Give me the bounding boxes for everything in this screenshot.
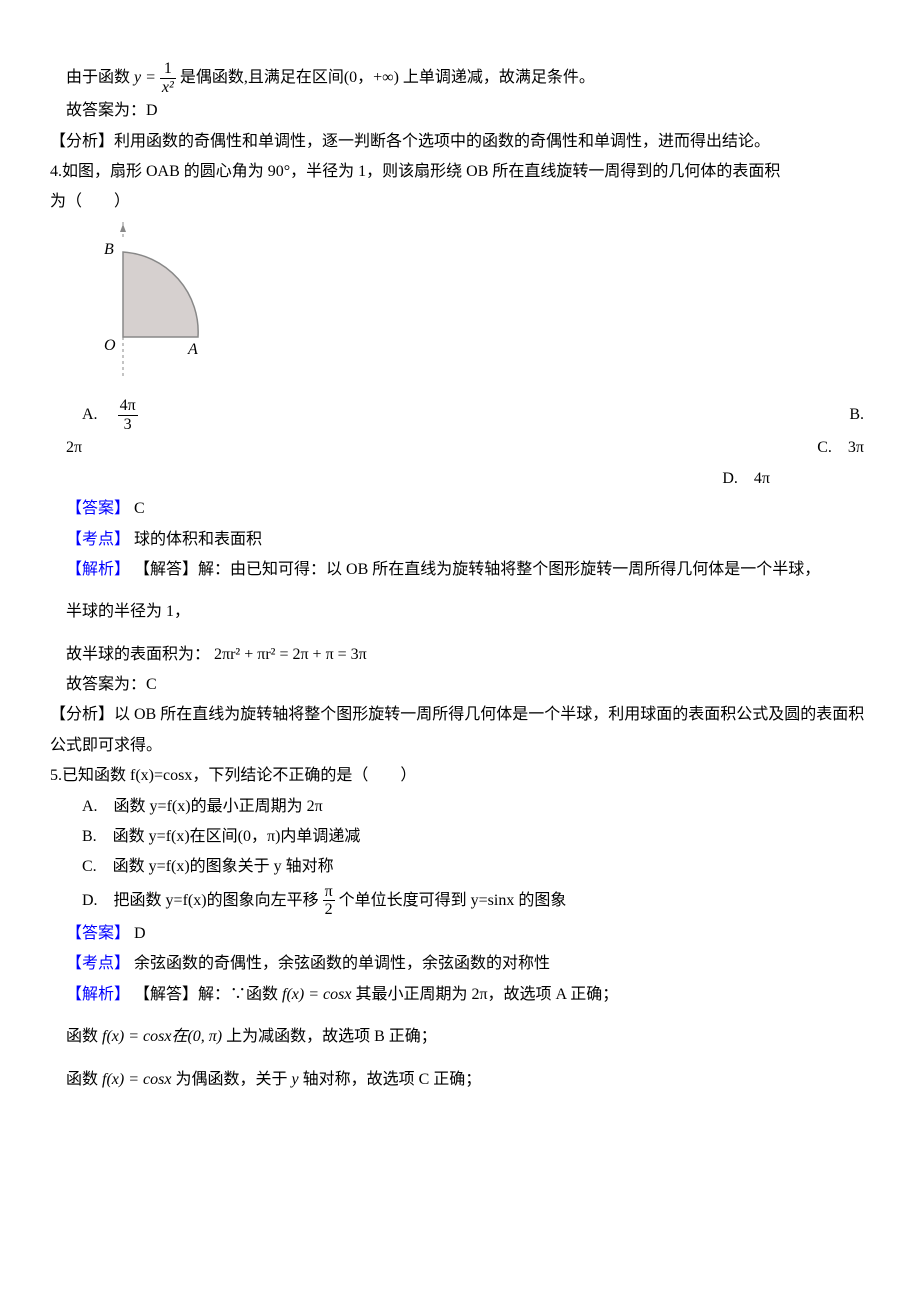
denominator: 2 [323,901,335,919]
opt-C: C. 3π [817,433,864,463]
jiexi-5-l3: 函数 f(x) = cosx 为偶函数，关于 y 轴对称，故选项 C 正确； [50,1065,870,1095]
text: 为偶函数，关于 [175,1071,287,1088]
kaodian-5: 【考点】 余弦函数的奇偶性，余弦函数的单调性，余弦函数的对称性 [50,949,870,979]
math: f(x) = cosx [282,986,351,1003]
numerator: 4π [118,397,138,416]
fraction: 4π 3 [118,397,138,433]
jiexi-4-l2: 半球的半径为 1， [50,597,870,627]
kaodian-label: 【考点】 [66,955,130,972]
label-A: A [187,341,198,358]
opt-B: B. [849,400,864,430]
intro-line-2: 故答案为：D [50,96,870,126]
answer-value: C [134,500,145,517]
jiexi-5-l2: 函数 f(x) = cosx在(0, π) 上为减函数，故选项 B 正确； [50,1022,870,1052]
jiexi-4-l1: 【解析】 【解答】解：由已知可得：以 OB 所在直线为旋转轴将整个图形旋转一周所… [50,555,870,585]
jiexi-4-l3: 故半球的表面积为： 2πr² + πr² = 2π + π = 3π [50,640,870,670]
label-B: B [104,241,114,258]
q4-stem-2: 为（ ） [50,187,870,217]
text: 函数 [66,1028,98,1045]
fraction: π 2 [323,883,335,919]
math: f(x) = cosx [102,1071,171,1088]
math: 2πr² + πr² = 2π + π = 3π [214,646,367,663]
text: 其最小正周期为 2π，故选项 A 正确； [355,986,618,1003]
jiexi-4-l4: 故答案为：C [50,670,870,700]
text: y = [134,69,156,86]
math: y [291,1071,298,1088]
spacer [50,585,870,597]
opt-A: A. 4π 3 [50,397,138,433]
fenxi-4: 【分析】以 OB 所在直线为旋转轴将整个图形旋转一周所得几何体是一个半球，利用球… [50,700,870,761]
kaodian-value: 余弦函数的奇偶性，余弦函数的单调性，余弦函数的对称性 [134,955,550,972]
opt-D: D. 4π [722,464,770,494]
spacer [50,1010,870,1022]
q5-opt-B: B. 函数 y=f(x)在区间(0，π)内单调递减 [50,822,870,852]
intro-line-1: 由于函数 y = 1 x² 是偶函数,且满足在区间(0，+∞) 上单调递减，故满… [50,60,870,96]
text: 轴对称，故选项 C 正确； [303,1071,482,1088]
answer-value: D [134,925,146,942]
q5-opt-A: A. 函数 y=f(x)的最小正周期为 2π [50,792,870,822]
q5-opt-C: C. 函数 y=f(x)的图象关于 y 轴对称 [50,852,870,882]
kaodian-value: 球的体积和表面积 [134,531,262,548]
answer-label: 【答案】 [66,500,130,517]
answer-label: 【答案】 [66,925,130,942]
text: 【解答】解：由已知可得：以 OB 所在直线为旋转轴将整个图形旋转一周所得几何体是… [134,561,820,578]
answer-5: 【答案】 D [50,919,870,949]
jiexi-label: 【解析】 [66,561,130,578]
q4-figure: B O A [90,222,870,393]
text: 个单位长度可得到 y=sinx 的图象 [339,892,567,909]
text: 是偶函数,且满足在区间(0，+∞) 上单调递减，故满足条件。 [180,69,595,86]
text: A. [82,406,114,423]
math: f(x) = cosx在(0, π) [102,1028,222,1045]
fraction: 1 x² [160,60,176,96]
q4-options-row2: 2π C. 3π [50,433,870,463]
numerator: 1 [160,60,176,79]
text: 函数 [66,1071,98,1088]
text: 由于函数 [66,69,130,86]
q4-stem-1: 4.如图，扇形 OAB 的圆心角为 90°，半径为 1，则该扇形绕 OB 所在直… [50,157,870,187]
kaodian-label: 【考点】 [66,531,130,548]
analysis-1: 【分析】利用函数的奇偶性和单调性，逐一判断各个选项中的函数的奇偶性和单调性，进而… [50,127,870,157]
jiexi-5-l1: 【解析】 【解答】解：∵函数 f(x) = cosx 其最小正周期为 2π，故选… [50,980,870,1010]
q4-options-row3: D. 4π [50,464,870,494]
jiexi-label: 【解析】 [66,986,130,1003]
denominator: x² [160,79,176,97]
text: 【解答】解：∵函数 [134,986,278,1003]
text: D. 把函数 y=f(x)的图象向左平移 [82,892,323,909]
answer-4: 【答案】 C [50,494,870,524]
sector-svg: B O A [90,222,200,382]
kaodian-4: 【考点】 球的体积和表面积 [50,525,870,555]
q5-stem: 5.已知函数 f(x)=cosx，下列结论不正确的是（ ） [50,761,870,791]
text: 上为减函数，故选项 B 正确； [226,1028,437,1045]
text: 故半球的表面积为： [66,646,210,663]
label-O: O [104,337,116,354]
numerator: π [323,883,335,902]
q5-opt-D: D. 把函数 y=f(x)的图象向左平移 π 2 个单位长度可得到 y=sinx… [50,883,870,919]
q4-options-row1: A. 4π 3 B. [50,397,870,433]
spacer [50,1053,870,1065]
opt-B-val: 2π [50,433,82,463]
denominator: 3 [118,416,138,434]
spacer [50,628,870,640]
